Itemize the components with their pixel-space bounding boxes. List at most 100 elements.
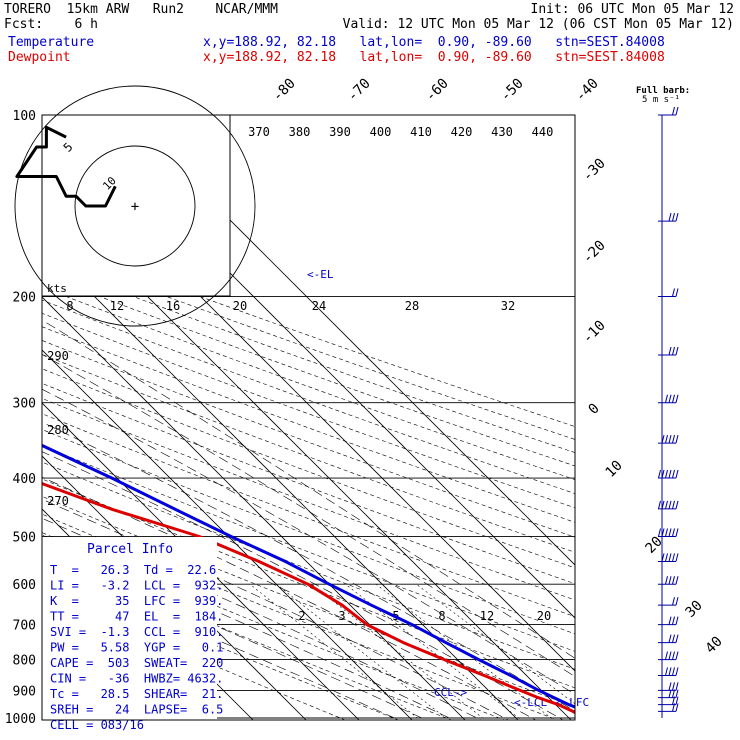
dry-adiabat [42, 513, 559, 720]
hodograph-speed-label: 32 [501, 299, 515, 313]
parcel-info-row: CELL = 083/16 [50, 718, 144, 732]
dry-adiabat-label: 270 [47, 494, 69, 508]
wind-barb [658, 213, 679, 222]
model-title: TORERO 15km ARW Run2 NCAR/MMM [4, 2, 278, 17]
dry-adiabat [42, 312, 575, 509]
hodograph-ring [14, 85, 256, 327]
dry-adiabat [42, 445, 575, 652]
mixing-ratio-line [375, 583, 555, 720]
isotherm-label: 30 [683, 598, 706, 621]
wind-barb [658, 346, 679, 356]
wind-barb [658, 500, 679, 510]
temperature-profile-line [42, 443, 575, 709]
dewpoint-station-info: x,y=188.92, 82.18 lat,lon= 0.90, -89.60 … [203, 50, 665, 65]
hodograph-ring [74, 145, 196, 267]
dry-adiabat [42, 461, 575, 670]
dewpoint-legend: Dewpoint [8, 50, 71, 65]
isotherm-line [42, 349, 413, 720]
moist-adiabat [42, 498, 509, 720]
hodograph-unit: kts [47, 282, 67, 295]
valid-time: Valid: 12 UTC Mon 05 Mar 12 (06 CST Mon … [342, 17, 734, 32]
wind-barb [658, 553, 679, 562]
dry-adiabat [42, 286, 575, 480]
moist-adiabat [42, 421, 575, 712]
wind-barb [658, 616, 679, 626]
isotherm-label: -40 [573, 76, 602, 105]
mixing-ratio-line [345, 583, 522, 720]
dry-adiabat-label: 280 [47, 423, 69, 437]
parcel-info-row: CAPE = 503 SWEAT= 220 [50, 656, 223, 670]
mixing-ratio-label: 20 [537, 609, 551, 623]
isotherm-label: -50 [498, 76, 527, 105]
dry-adiabat [42, 478, 575, 689]
wind-barb [658, 394, 679, 404]
moist-adiabat [42, 388, 575, 695]
mixing-ratio-label: 12 [480, 609, 494, 623]
hodograph-origin-marker: + [131, 199, 139, 215]
parcel-info-title: Parcel Info [87, 542, 173, 557]
hodograph-trace [15, 125, 117, 208]
isotherm-label: -60 [423, 76, 452, 105]
pressure-tick-label: 600 [13, 578, 36, 593]
dry-adiabat [42, 570, 400, 720]
moist-adiabat [42, 549, 427, 720]
pressure-tick-label: 500 [13, 530, 36, 545]
wind-barb [658, 689, 679, 699]
barb-legend-title: Full barb: [636, 86, 691, 96]
wind-barb [658, 651, 679, 661]
wind-barb [658, 434, 679, 444]
dry-adiabat [42, 261, 575, 453]
dry-adiabat [42, 590, 347, 720]
wind-barb [658, 597, 679, 606]
parcel-info-row: T = 26.3 Td = 22.6 [50, 563, 216, 577]
parcel-info-row: K = 35 LFC = 939. [50, 594, 223, 608]
mixing-ratio-label: 8 [438, 609, 445, 623]
mixing-ratio-label: 3 [338, 609, 345, 623]
forecast-hour: Fcst: 6 h [4, 17, 98, 32]
pressure-tick-label: 1000 [5, 712, 36, 727]
isotherm-line [42, 402, 360, 720]
dewpoint-profile-line [42, 481, 575, 715]
theta-label: 430 [491, 125, 513, 139]
hodograph-speed-label: 16 [166, 299, 180, 313]
parcel-info-row: SVI = -1.3 CCL = 910. [50, 625, 223, 639]
dry-adiabat [42, 383, 575, 585]
init-time: Init: 06 UTC Mon 05 Mar 12 [530, 2, 735, 17]
moist-adiabat [42, 319, 575, 659]
temperature-station-info: x,y=188.92, 82.18 lat,lon= 0.90, -89.60 … [203, 35, 665, 50]
isotherm-line [42, 296, 466, 720]
pressure-tick-label: 300 [13, 397, 36, 412]
theta-label: 370 [248, 125, 270, 139]
theta-label: 390 [329, 125, 351, 139]
hodograph-speed-label: 24 [312, 299, 326, 313]
theta-label: 400 [370, 125, 392, 139]
dry-adiabat [42, 249, 575, 440]
pressure-tick-label: 700 [13, 619, 36, 634]
hodograph-speed-label: 28 [405, 299, 419, 313]
parcel-info-row: PW = 5.58 YGP = 0.1 [50, 641, 223, 655]
wind-barb [658, 528, 679, 537]
mixing-ratio-label: 2 [298, 609, 305, 623]
mixing-ratio-line [311, 583, 486, 720]
mixing-ratio-line [416, 583, 575, 705]
pressure-tick-label: 200 [13, 291, 36, 306]
isotherm-label: 40 [703, 634, 726, 657]
theta-label: 410 [410, 125, 432, 139]
isotherm-label: -10 [580, 318, 609, 347]
isotherm-label: -30 [580, 156, 609, 185]
el-marker: <-EL [307, 268, 334, 281]
temperature-legend: Temperature [8, 35, 95, 50]
parcel-info-row: TT = 47 EL = 184. [50, 610, 223, 624]
wind-barb [658, 634, 679, 644]
ccl-marker: CCL-> [434, 686, 467, 699]
wind-barb [658, 288, 679, 298]
theta-label: 440 [532, 125, 554, 139]
dry-adiabat [42, 532, 506, 720]
wind-barb [658, 576, 679, 585]
mixing-ratio-line [249, 583, 421, 720]
parcel-info-row: Tc = 28.5 SHEAR= 21. [50, 687, 223, 701]
pressure-tick-label: 800 [13, 654, 36, 669]
wind-barb [658, 469, 679, 479]
isotherm-line [42, 243, 519, 720]
